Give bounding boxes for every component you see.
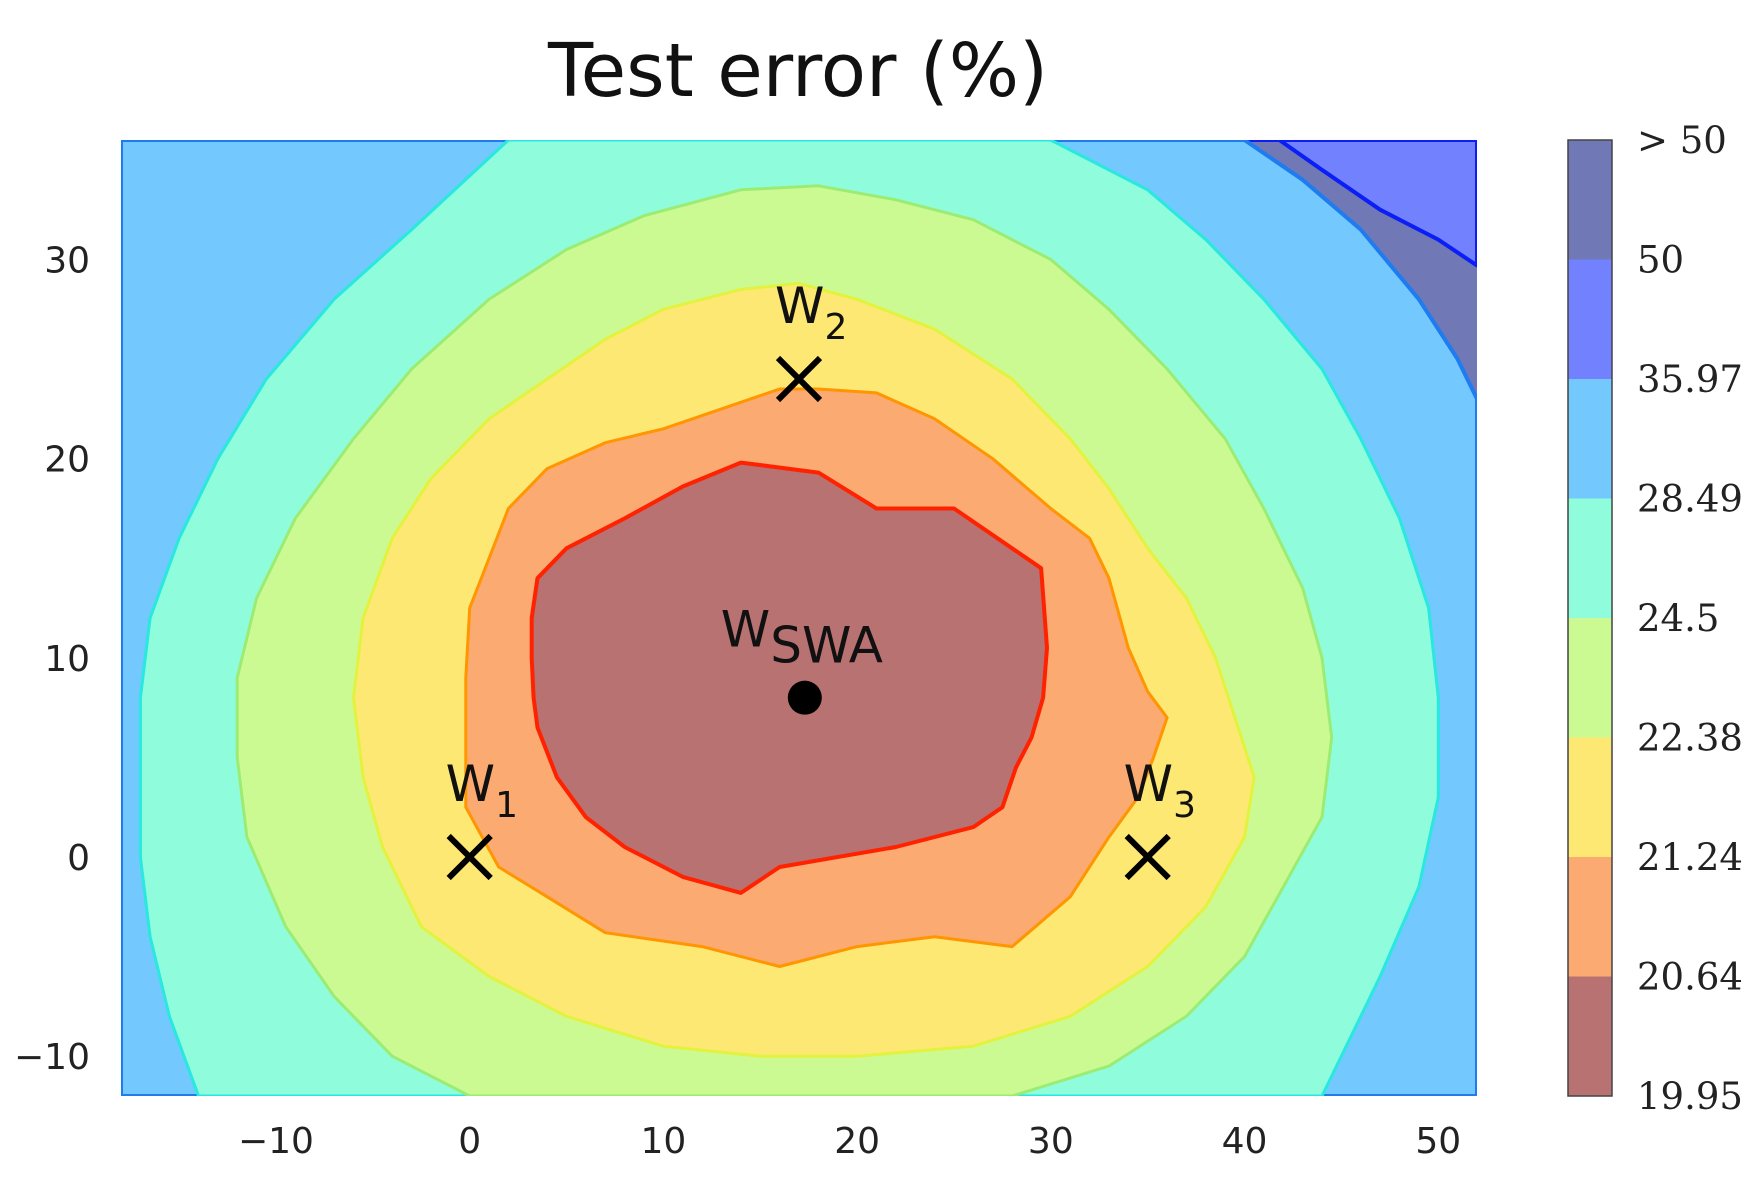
y-axis-ticks: −10 0 10 20 30 [14,241,90,1079]
x-marker [775,355,823,403]
x-marker [1124,833,1171,881]
colorbar-label: 50 [1637,239,1684,282]
colorbar-label: 21.24 [1637,836,1743,879]
x-axis-ticks: −10 0 10 20 30 40 50 [238,1121,1461,1162]
colorbar-segment [1568,498,1612,619]
chart-title: Test error (%) [547,28,1048,114]
y-tick-label: 0 [67,838,90,879]
contour-region-19-95 [529,460,1049,895]
colorbar-label: > 50 [1637,119,1727,162]
colorbar-segment [1568,140,1612,260]
colorbar-segment [1568,618,1612,738]
y-tick-label: 20 [44,440,90,481]
x-tick-label: 30 [1028,1121,1074,1162]
y-tick-label: −10 [14,1037,90,1078]
colorbar-segment [1568,259,1612,380]
colorbar-label: 22.38 [1637,717,1743,760]
colorbar-segment [1568,976,1612,1097]
x-marker [446,833,493,881]
colorbar-label: 35.97 [1637,358,1743,401]
colorbar-segment [1568,857,1612,977]
y-tick-label: 30 [44,241,90,282]
y-tick-label: 10 [44,639,90,680]
colorbar-label: 19.95 [1637,1075,1743,1118]
x-tick-label: 20 [834,1121,880,1162]
colorbar-label: 28.49 [1637,478,1743,521]
colorbar-frame [1567,139,1613,1097]
x-tick-label: −10 [238,1121,314,1162]
colorbar-label: 20.64 [1637,956,1743,999]
colorbar-segment [1568,379,1612,499]
x-tick-label: 50 [1415,1121,1461,1162]
colorbar-label: 24.5 [1637,597,1719,640]
x-tick-label: 0 [458,1121,481,1162]
x-tick-label: 10 [640,1121,686,1162]
colorbar-segment [1568,737,1612,858]
x-tick-label: 40 [1222,1121,1268,1162]
plot-area [121,140,1477,1096]
swa-point [787,680,822,715]
colorbar: > 50 50 35.97 28.49 24.5 22.38 21.24 20.64 19.95 [1567,119,1743,1118]
